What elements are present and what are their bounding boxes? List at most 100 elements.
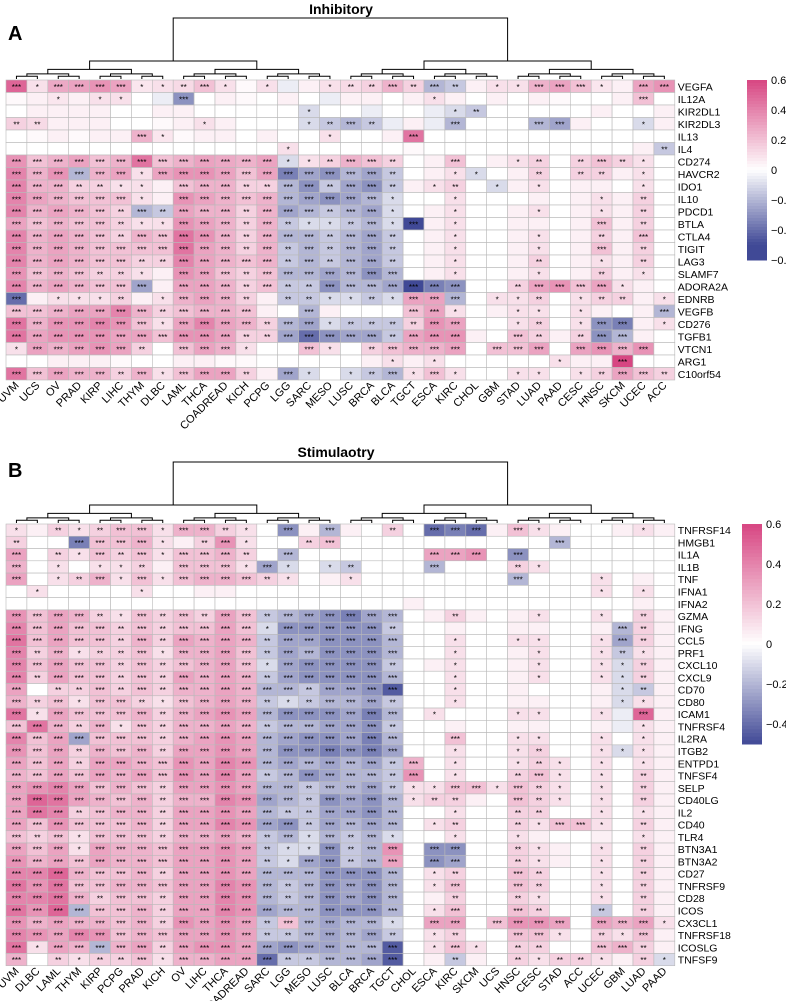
- significance-stars: ***: [451, 333, 460, 342]
- significance-stars: ***: [618, 320, 627, 329]
- significance-stars: ***: [116, 258, 125, 267]
- heatmap-cell: [590, 304, 613, 318]
- significance-stars: ***: [367, 698, 376, 707]
- significance-stars: ***: [325, 784, 334, 793]
- significance-stars: ***: [54, 245, 63, 254]
- heatmap-cell: [214, 354, 237, 368]
- significance-stars: ***: [242, 320, 251, 329]
- heatmap-cell: [611, 192, 634, 206]
- significance-stars: **: [13, 539, 19, 548]
- significance-stars: ***: [158, 170, 167, 179]
- significance-stars: **: [201, 613, 207, 622]
- significance-stars: **: [55, 551, 61, 560]
- heatmap-cell: [486, 646, 508, 660]
- significance-stars: ***: [54, 723, 63, 732]
- heatmap-cell: [590, 535, 613, 549]
- significance-stars: *: [245, 345, 248, 354]
- significance-stars: ***: [283, 784, 292, 793]
- significance-stars: ***: [304, 333, 313, 342]
- significance-stars: **: [76, 576, 82, 585]
- significance-stars: ***: [346, 784, 355, 793]
- significance-stars: *: [663, 320, 666, 329]
- significance-stars: ***: [74, 858, 83, 867]
- significance-stars: ***: [116, 772, 125, 781]
- dendrogram-branch: [433, 75, 456, 79]
- significance-stars: ***: [283, 747, 292, 756]
- heatmap-cell: [611, 904, 634, 917]
- heatmap-cell: [632, 572, 655, 586]
- significance-stars: ***: [283, 735, 292, 744]
- significance-stars: ***: [283, 320, 292, 329]
- significance-stars: **: [243, 283, 249, 292]
- significance-stars: *: [57, 563, 60, 572]
- heatmap-cell: [444, 142, 467, 156]
- significance-stars: *: [642, 723, 645, 732]
- colorbar-segment: [747, 203, 767, 207]
- significance-stars: ***: [409, 295, 418, 304]
- significance-stars: ***: [242, 170, 251, 179]
- heatmap-cell: [486, 317, 508, 331]
- row-label: VEGFA: [678, 81, 713, 93]
- significance-stars: ***: [242, 907, 251, 916]
- significance-stars: ***: [325, 919, 334, 928]
- significance-stars: **: [264, 723, 270, 732]
- heatmap-cell: [653, 683, 676, 697]
- significance-stars: ***: [346, 158, 355, 167]
- significance-stars: ***: [137, 208, 146, 217]
- heatmap-cell: [569, 229, 592, 243]
- panel-a-title: Inhibitory: [309, 1, 373, 17]
- significance-stars: ***: [367, 772, 376, 781]
- significance-stars: **: [515, 283, 521, 292]
- heatmap-cell: [465, 928, 487, 942]
- significance-stars: ***: [367, 674, 376, 683]
- significance-stars: ***: [95, 858, 104, 867]
- significance-stars: ***: [158, 158, 167, 167]
- heatmap-cell: [549, 154, 571, 168]
- row-label: CXCL10: [678, 660, 718, 672]
- significance-stars: **: [599, 170, 605, 179]
- colorbar-segment: [747, 140, 767, 144]
- significance-stars: ***: [430, 527, 439, 536]
- significance-stars: ***: [95, 919, 104, 928]
- heatmap-cell: [423, 217, 446, 231]
- significance-stars: **: [118, 551, 124, 560]
- significance-stars: ***: [367, 613, 376, 622]
- colorbar-segment: [747, 104, 767, 108]
- significance-stars: **: [160, 870, 166, 879]
- heatmap-cell: [569, 805, 592, 819]
- significance-stars: ***: [346, 170, 355, 179]
- significance-stars: ***: [346, 723, 355, 732]
- significance-stars: ***: [95, 760, 104, 769]
- heatmap-cell: [507, 720, 529, 733]
- significance-stars: *: [161, 295, 164, 304]
- significance-stars: ***: [116, 245, 125, 254]
- heatmap-cell: [340, 92, 362, 106]
- significance-stars: ***: [304, 345, 313, 354]
- significance-stars: **: [515, 809, 521, 818]
- heatmap-cell: [507, 267, 529, 281]
- significance-stars: ***: [12, 747, 21, 756]
- heatmap-cell: [486, 267, 508, 281]
- significance-stars: **: [285, 295, 291, 304]
- significance-stars: ***: [639, 95, 648, 104]
- significance-stars: **: [348, 563, 354, 572]
- heatmap-cell: [402, 707, 425, 721]
- significance-stars: ***: [221, 551, 230, 560]
- dendrogram-branch: [15, 519, 38, 523]
- significance-stars: ***: [346, 245, 355, 254]
- dendrogram-branch: [277, 73, 320, 77]
- heatmap-cell: [569, 867, 592, 881]
- heatmap-cell: [360, 597, 383, 611]
- significance-stars: **: [118, 208, 124, 217]
- significance-stars: **: [536, 258, 542, 267]
- significance-stars: *: [266, 662, 269, 671]
- significance-stars: **: [285, 895, 291, 904]
- significance-stars: ***: [555, 821, 564, 830]
- significance-stars: **: [452, 613, 458, 622]
- significance-stars: *: [36, 711, 39, 720]
- significance-stars: ***: [283, 760, 292, 769]
- dendrogram-branch: [559, 519, 582, 523]
- dendrogram-branch: [47, 68, 132, 74]
- heatmap-cell: [172, 535, 195, 549]
- significance-stars: **: [285, 220, 291, 229]
